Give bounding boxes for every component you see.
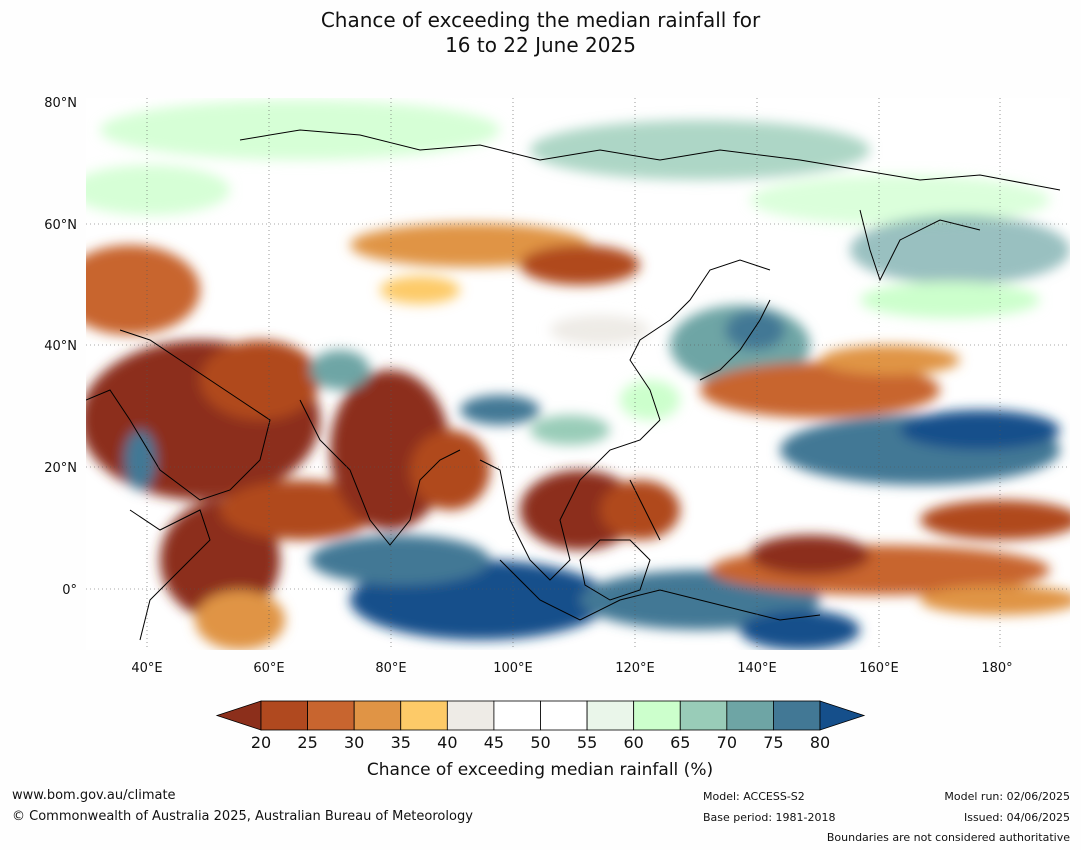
colorbar-segment xyxy=(493,700,541,731)
colorbar-segment xyxy=(353,700,402,731)
colorbar-tick-label: 65 xyxy=(670,733,690,752)
coastline-arabia xyxy=(86,329,271,501)
field-blob xyxy=(600,480,680,540)
colorbar-tick-label: 75 xyxy=(763,733,783,752)
lon-tick-label: 100°E xyxy=(493,661,533,676)
field-blob xyxy=(380,276,460,304)
colorbar-arrow-high xyxy=(819,700,866,731)
map-panel xyxy=(86,98,1070,650)
colorbar-tick-label: 45 xyxy=(484,733,504,752)
colorbar-segment xyxy=(633,700,681,731)
map-title: Chance of exceeding the median rainfall … xyxy=(0,8,1081,58)
colorbar-tick-label: 30 xyxy=(344,733,364,752)
latitude-axis: 80°N 60°N 40°N 20°N 0° xyxy=(44,96,77,598)
coastline-east-africa xyxy=(129,509,211,641)
coastline-japan xyxy=(699,299,771,381)
field-blob xyxy=(920,585,1070,615)
longitude-axis: 40°E 60°E 80°E 100°E 120°E 140°E 160°E 1… xyxy=(131,661,1012,676)
field-blob xyxy=(550,315,650,345)
lon-tick-label: 60°E xyxy=(253,661,284,676)
colorbar-segment xyxy=(400,700,448,731)
colorbar-tick-label: 20 xyxy=(251,733,271,752)
field-blob xyxy=(900,410,1060,450)
lat-tick-label: 0° xyxy=(62,583,77,598)
lon-tick-label: 80°E xyxy=(375,661,406,676)
field-blob xyxy=(220,480,380,540)
footer-model-run: Model run: 02/06/2025 xyxy=(944,790,1070,803)
field-blob xyxy=(920,500,1070,540)
field-blob xyxy=(860,282,1040,318)
footer-model: Model: ACCESS-S2 xyxy=(703,790,805,803)
colorbar-segment xyxy=(446,700,495,731)
coastline-siberia xyxy=(239,129,1061,191)
map-title-line2: 16 to 22 June 2025 xyxy=(445,33,636,57)
lon-tick-label: 180° xyxy=(981,661,1012,676)
lon-tick-label: 140°E xyxy=(737,661,777,676)
lon-tick-label: 160°E xyxy=(859,661,899,676)
lat-tick-label: 60°N xyxy=(44,218,77,233)
field-blob xyxy=(750,175,1050,225)
field-blob xyxy=(620,380,680,420)
field-blob xyxy=(410,430,490,510)
footer-issued: Issued: 04/06/2025 xyxy=(963,811,1070,824)
coastline-indochina xyxy=(479,419,661,581)
colorbar-tick-label: 55 xyxy=(577,733,597,752)
field-blob xyxy=(750,535,870,575)
field-blob xyxy=(310,535,490,585)
coastline-china xyxy=(629,259,771,421)
colorbar-segment xyxy=(307,700,355,731)
field-blob xyxy=(820,345,960,375)
colorbar-segment xyxy=(540,700,588,731)
colorbar-tick-label: 35 xyxy=(391,733,411,752)
colorbar-title: Chance of exceeding median rainfall (%) xyxy=(367,760,713,780)
colorbar-segment xyxy=(679,700,728,731)
field-blob xyxy=(530,415,610,445)
colorbar-tick-label: 80 xyxy=(810,733,830,752)
colorbar-tick-label: 25 xyxy=(297,733,317,752)
colorbar-arrow-low xyxy=(215,700,262,731)
field-blob xyxy=(700,362,940,418)
coastline-india xyxy=(299,399,461,546)
colorbar: 20 25 30 35 40 45 50 55 60 65 70 75 80 xyxy=(215,700,866,752)
colorbar-tick-label: 60 xyxy=(623,733,643,752)
coastline-borneo xyxy=(579,539,651,601)
field-blob xyxy=(850,215,1070,285)
colorbar-tick-label: 50 xyxy=(530,733,550,752)
lon-tick-label: 120°E xyxy=(615,661,655,676)
field-blob xyxy=(520,470,640,550)
lon-tick-label: 40°E xyxy=(131,661,162,676)
colorbar-segment xyxy=(773,700,821,731)
colorbar-segment xyxy=(726,700,774,731)
rainfall-probability-field xyxy=(86,100,1070,650)
field-blob xyxy=(725,310,785,350)
colorbar-segment xyxy=(586,700,635,731)
coastline-kamchatka xyxy=(859,209,981,282)
graticule xyxy=(86,98,1070,650)
footer-website[interactable]: www.bom.gov.au/climate xyxy=(12,788,176,803)
field-blob xyxy=(195,590,285,650)
coastline-indonesia xyxy=(499,559,821,621)
footer-base-period: Base period: 1981-2018 xyxy=(703,811,836,824)
footer-copyright: © Commonwealth of Australia 2025, Austra… xyxy=(12,809,473,824)
lat-tick-label: 20°N xyxy=(44,461,77,476)
colorbar-tick-label: 40 xyxy=(437,733,457,752)
field-blob xyxy=(530,120,870,180)
lat-tick-label: 80°N xyxy=(44,96,77,111)
field-blob xyxy=(200,340,320,420)
field-blob xyxy=(86,245,200,335)
field-blob xyxy=(520,245,640,285)
lat-tick-label: 40°N xyxy=(44,339,77,354)
map-title-line1: Chance of exceeding the median rainfall … xyxy=(320,8,761,32)
colorbar-tick-label: 70 xyxy=(717,733,737,752)
footer-disclaimer: Boundaries are not considered authoritat… xyxy=(826,831,1070,844)
field-blob xyxy=(124,430,156,490)
field-blob xyxy=(310,350,370,390)
field-blob xyxy=(460,395,540,425)
field-blob xyxy=(86,165,230,215)
colorbar-segment xyxy=(260,700,308,731)
field-blob xyxy=(740,610,860,650)
